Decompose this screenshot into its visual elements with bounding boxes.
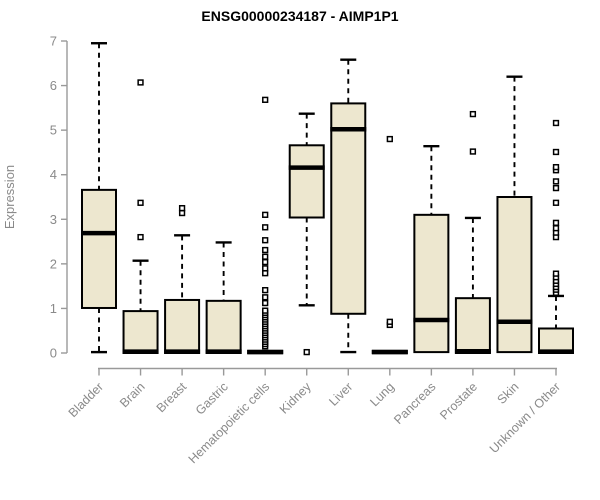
outlier-point bbox=[178, 209, 186, 217]
outlier-point bbox=[552, 148, 560, 156]
outlier-point bbox=[552, 178, 560, 185]
y-axis-title: Expression bbox=[2, 165, 17, 229]
y-tick-label: 0 bbox=[50, 346, 57, 361]
box-bladder bbox=[81, 188, 117, 309]
outlier-point bbox=[552, 163, 560, 171]
outlier-point bbox=[262, 270, 269, 277]
outlier-point bbox=[262, 96, 269, 103]
y-tick-label: 5 bbox=[50, 123, 57, 138]
outlier-point bbox=[469, 148, 477, 155]
outlier-point bbox=[386, 318, 393, 325]
chart-title: ENSG00000234187 - AIMP1P1 bbox=[201, 8, 399, 24]
outlier-point bbox=[262, 287, 269, 294]
outlier-point bbox=[262, 258, 269, 266]
y-tick-label: 2 bbox=[50, 256, 57, 271]
x-tick-label: Pancreas bbox=[391, 380, 438, 427]
outlier-point bbox=[552, 219, 560, 227]
outlier-point bbox=[262, 265, 269, 272]
x-tick-label: Prostate bbox=[437, 380, 480, 423]
outlier-point bbox=[552, 199, 560, 206]
box-skin bbox=[496, 196, 533, 354]
x-tick-label: Brain bbox=[117, 380, 148, 411]
outlier-point bbox=[552, 270, 560, 277]
outlier-point bbox=[262, 253, 269, 260]
outlier-point bbox=[262, 246, 269, 254]
outlier-point bbox=[262, 211, 269, 218]
x-tick-label: Bladder bbox=[66, 380, 106, 420]
y-tick-label: 4 bbox=[50, 167, 57, 182]
outlier-point bbox=[262, 237, 269, 244]
outlier-point bbox=[303, 348, 310, 356]
box-pancreas bbox=[413, 213, 450, 354]
x-tick-label: Skin bbox=[494, 380, 521, 407]
box-unknown-other bbox=[538, 327, 574, 355]
y-tick-label: 6 bbox=[50, 78, 57, 93]
outlier-point bbox=[137, 79, 144, 86]
box-brain bbox=[122, 310, 159, 354]
outlier-point bbox=[137, 199, 144, 206]
x-tick-label: Lung bbox=[367, 380, 397, 410]
y-tick-label: 7 bbox=[50, 34, 57, 49]
outlier-point bbox=[262, 307, 269, 314]
outlier-point bbox=[386, 135, 393, 143]
box-prostate bbox=[454, 297, 491, 355]
outlier-point bbox=[262, 294, 269, 301]
outlier-point bbox=[552, 119, 560, 127]
box-gastric bbox=[205, 299, 242, 355]
x-tick-label: Breast bbox=[154, 379, 190, 415]
outlier-point bbox=[552, 225, 560, 232]
box-kidney bbox=[288, 144, 325, 219]
x-tick-label: Gastric bbox=[193, 380, 231, 418]
outlier-point bbox=[552, 184, 560, 192]
outlier-point bbox=[262, 299, 269, 307]
y-tick-label: 1 bbox=[50, 301, 57, 316]
outlier-point bbox=[137, 233, 144, 241]
x-tick-label: Hematopoietic cells bbox=[186, 380, 273, 467]
box-breast bbox=[164, 298, 201, 354]
x-tick-label: Liver bbox=[326, 380, 355, 409]
x-tick-label: Kidney bbox=[277, 379, 314, 416]
y-tick-label: 3 bbox=[50, 212, 57, 227]
box-liver bbox=[330, 102, 367, 315]
outlier-point bbox=[262, 224, 269, 231]
outlier-point bbox=[178, 204, 186, 212]
x-tick-label: Unknown / Other bbox=[487, 380, 563, 456]
outlier-point bbox=[469, 110, 477, 118]
